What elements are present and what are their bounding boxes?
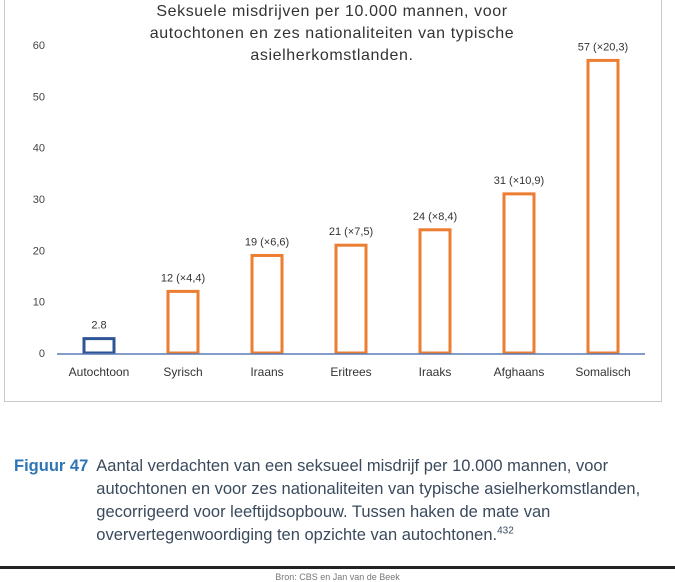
data-label: 31 (×10,9) (494, 175, 544, 187)
figure-caption: Figuur 47 Aantal verdachten van een seks… (14, 455, 654, 547)
bar (418, 228, 452, 355)
x-category-label: Iraans (250, 365, 283, 379)
y-tick-label: 50 (33, 91, 45, 103)
bar (82, 337, 116, 355)
caption-footnote: 432 (497, 525, 514, 537)
footer-divider (0, 566, 675, 569)
caption-text: Aantal verdachten van een seksueel misdr… (96, 457, 641, 544)
x-category-label: Iraaks (419, 365, 452, 379)
y-tick-label: 60 (33, 40, 45, 52)
data-label: 2.8 (91, 320, 106, 332)
chart-title-line: asielherkomstlanden. (250, 47, 413, 64)
chart-title-line: autochtonen en zes nationaliteiten van t… (150, 25, 514, 42)
data-label: 57 (×20,3) (578, 41, 628, 53)
y-tick-label: 30 (33, 194, 45, 206)
x-category-label: Syrisch (163, 365, 202, 379)
data-label: 21 (×7,5) (329, 226, 373, 238)
bar-chart: Seksuele misdrijven per 10.000 mannen, v… (33, 3, 645, 379)
bar (250, 253, 284, 355)
y-tick-label: 20 (33, 245, 45, 257)
bar (502, 192, 536, 355)
figure-label: Figuur 47 (14, 457, 89, 475)
y-tick-label: 10 (33, 297, 45, 309)
footer-source: Bron: CBS en Jan van de Beek (275, 572, 400, 582)
x-category-label: Eritrees (330, 365, 371, 379)
x-category-label: Autochtoon (69, 365, 130, 379)
y-tick-label: 40 (33, 143, 45, 155)
x-category-label: Somalisch (575, 365, 630, 379)
data-label: 24 (×8,4) (413, 211, 457, 223)
bar (586, 58, 620, 355)
data-label: 12 (×4,4) (161, 272, 205, 284)
bar (166, 289, 200, 355)
chart-title-line: Seksuele misdrijven per 10.000 mannen, v… (156, 3, 507, 20)
x-category-label: Afghaans (494, 365, 545, 379)
chart-container: Seksuele misdrijven per 10.000 mannen, v… (4, 0, 662, 402)
y-tick-label: 0 (39, 348, 45, 360)
data-label: 19 (×6,6) (245, 236, 289, 248)
bar (334, 243, 368, 355)
